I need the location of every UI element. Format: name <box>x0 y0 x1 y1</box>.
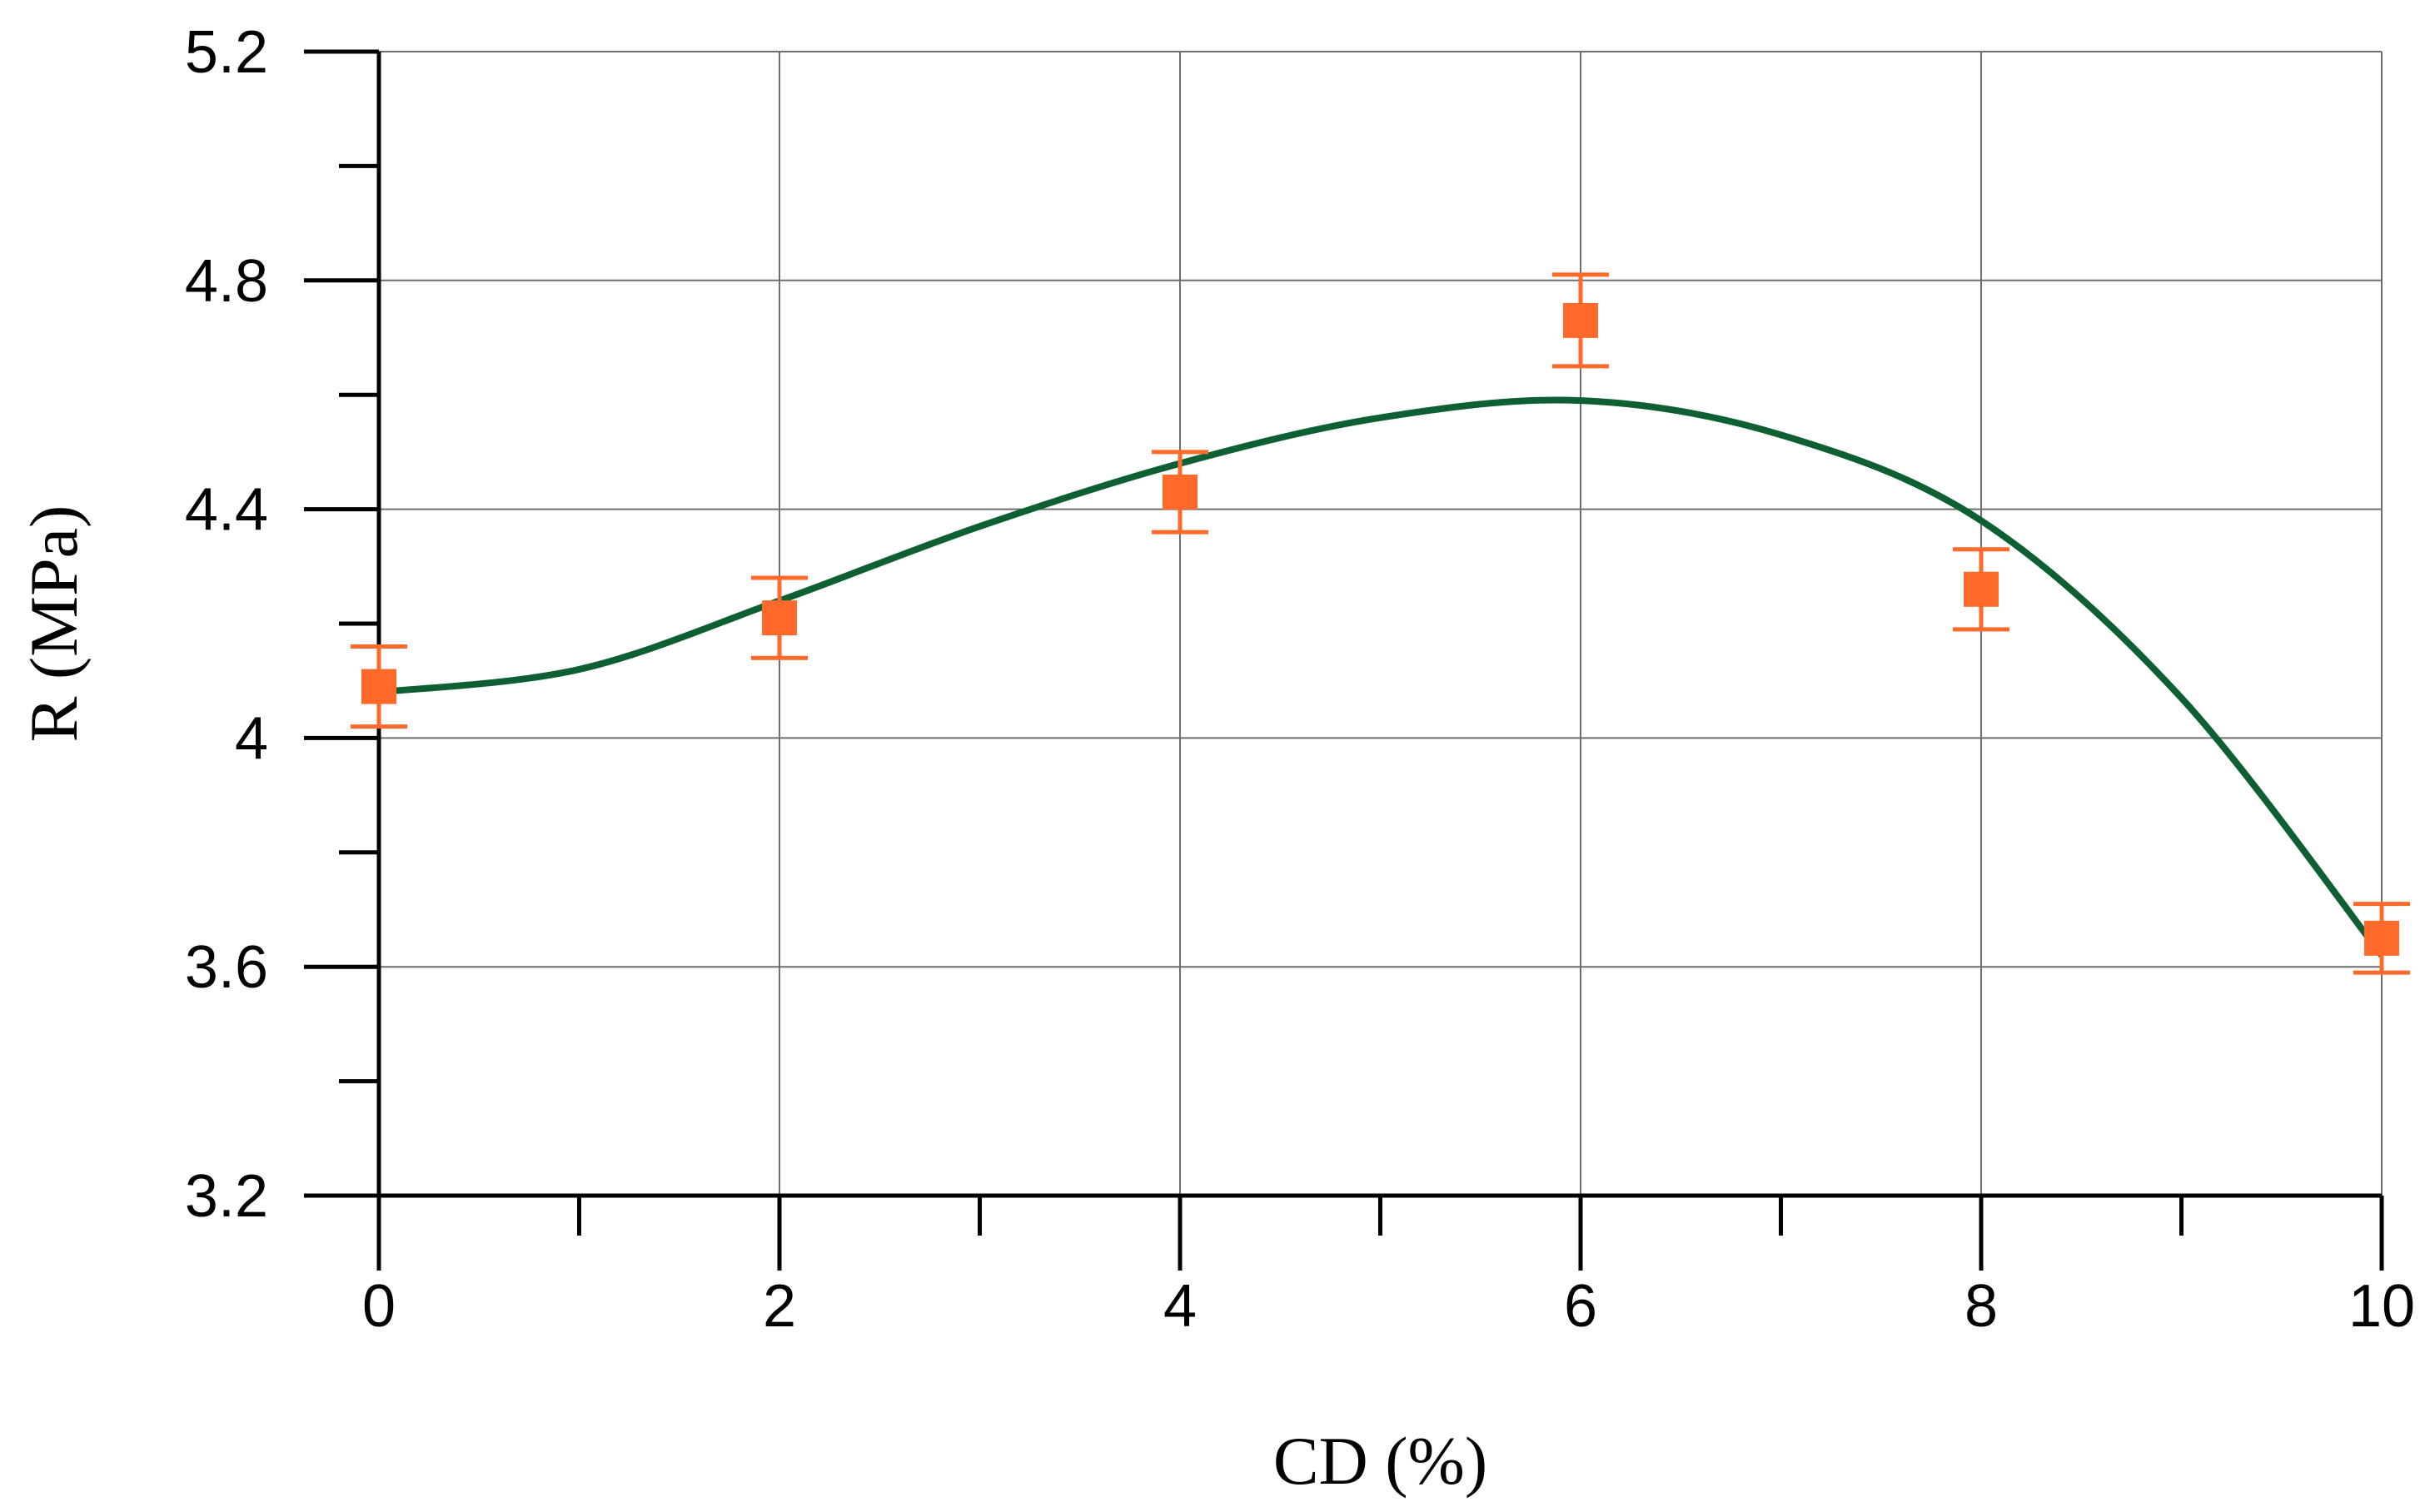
data-point <box>1552 272 1609 369</box>
data-point <box>2353 902 2410 975</box>
data-point <box>1152 450 1208 535</box>
data-point <box>751 575 808 660</box>
y-tick-label: 3.6 <box>185 934 268 1001</box>
y-tick-label: 4.4 <box>185 477 268 544</box>
x-axis-title: CD (%) <box>1273 1423 1487 1499</box>
x-tick-label: 6 <box>1564 1273 1597 1340</box>
x-tick-label: 8 <box>1964 1273 1998 1340</box>
y-tick-label: 5.2 <box>185 19 268 86</box>
axes <box>304 49 2384 1271</box>
data-point <box>1953 547 2009 632</box>
x-tick-label: 4 <box>1163 1273 1197 1340</box>
x-tick-label: 10 <box>2348 1273 2415 1340</box>
data-point <box>351 644 407 729</box>
y-axis-title: R (MPa) <box>16 505 92 743</box>
x-tick-labels: 0 2 4 6 8 10 <box>362 1273 2415 1340</box>
y-tick-label: 4 <box>235 705 268 772</box>
data-points <box>351 272 2410 975</box>
y-tick-labels: 3.2 3.6 4 4.4 4.8 5.2 <box>185 19 268 1230</box>
grid <box>379 51 2383 1196</box>
y-tick-label: 4.8 <box>185 248 268 315</box>
x-tick-label: 0 <box>362 1273 396 1340</box>
point-marker <box>1563 302 1598 338</box>
point-marker <box>2364 920 2399 956</box>
point-marker <box>1163 474 1198 510</box>
point-marker <box>762 600 797 636</box>
fit-curve <box>378 396 2385 957</box>
x-tick-label: 2 <box>763 1273 796 1340</box>
point-marker <box>1964 571 1999 607</box>
point-marker <box>361 669 396 704</box>
y-tick-label: 3.2 <box>185 1163 268 1230</box>
fit-curve-line <box>378 396 2385 957</box>
